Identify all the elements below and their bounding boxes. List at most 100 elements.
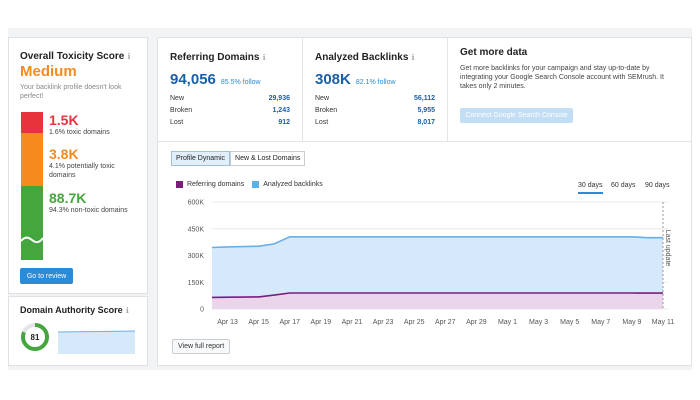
toxicity-title: Overall Toxicity Score [20,51,125,62]
referring-domains-value[interactable]: 94,056 [170,71,216,88]
non-toxic-bar [21,186,43,260]
row-label: New [170,95,185,102]
legend-referring-domains: Referring domains [187,181,245,188]
domain-authority-arc [21,323,49,351]
get-more-title: Get more data [460,47,528,58]
legend-analyzed-backlinks: Analyzed backlinks [263,181,323,188]
x-tick-label: May 5 [560,319,579,326]
x-tick-label: May 9 [622,319,641,326]
referring-domains-title: Referring Domains [170,52,260,63]
toxicity-header: Overall Toxicity Score ℹ [20,46,130,64]
row-label: Broken [170,107,193,114]
x-tick-label: Apr 13 [217,319,238,326]
toxic-level: 1.5K 1.6% toxic domains [49,112,141,137]
analyzed-backlinks-section: Analyzed Backlinks ℹ 308K 82.1% follow Ne… [302,38,447,141]
tab-profile-dynamic[interactable]: Profile Dynamic [171,151,231,166]
row-label: Broken [315,107,338,114]
info-icon[interactable]: ℹ [262,53,266,62]
domain-authority-header: Domain Authority Score ℹ [20,305,129,315]
row-value[interactable]: 912 [278,119,290,126]
x-tick-label: May 3 [529,319,548,326]
analyzed-backlinks-follow: 82.1% follow [355,79,396,86]
potentially-toxic-value: 3.8K [49,146,79,162]
x-tick-label: Apr 19 [311,319,332,326]
analyzed-backlinks-area [212,236,663,309]
row-label: Lost [315,119,329,126]
referring-domains-area [212,293,663,309]
x-tick-label: Apr 23 [373,319,394,326]
x-tick-label: Apr 15 [248,319,269,326]
potentially-toxic-level: 3.8K 4.1% potentially toxic domains [49,146,141,180]
row-label: Lost [170,119,184,126]
list-item: Lost 8,017 [315,117,435,129]
y-tick-label: 300K [188,253,205,260]
tab-new-lost-domains[interactable]: New & Lost Domains [230,151,306,166]
divider [158,141,691,142]
backlinks-chart: 0 150K 300K 450K 600K Last update Apr 13 Apr 15… [188,200,675,327]
list-item: New 29,936 [170,93,290,105]
domain-authority-panel: Domain Authority Score ℹ 81 [8,296,148,366]
info-icon[interactable]: ℹ [127,52,131,61]
x-tick-label: Apr 29 [466,319,487,326]
toxicity-panel: Overall Toxicity Score ℹ Medium Your back… [8,37,148,294]
analyzed-backlinks-value[interactable]: 308K [315,71,351,88]
row-value[interactable]: 29,936 [268,95,290,102]
x-tick-label: Apr 25 [404,319,425,326]
referring-domains-follow: 85.5% follow [220,79,261,86]
connect-gsc-button[interactable]: Connect Google Search Console [460,108,573,123]
list-item: Broken 5,955 [315,105,435,117]
x-tick-label: Apr 21 [342,319,363,326]
y-tick-label: 0 [200,307,204,314]
y-tick-label: 150K [188,280,205,287]
checkbox-referring-domains[interactable] [176,181,183,188]
go-to-review-button[interactable]: Go to review [20,268,73,284]
checkbox-analyzed-backlinks[interactable] [252,181,260,188]
toxicity-description: Your backlink profile doesn't look perfe… [20,84,122,100]
referring-domains-rows: New 29,936 Broken 1,243 Lost 912 [170,93,290,129]
y-tick-label: 450K [188,226,205,233]
range-30-days[interactable]: 30 days [578,182,603,194]
row-value[interactable]: 56,112 [413,95,435,102]
get-more-data-section: Get more data Get more backlinks for you… [447,38,693,141]
get-more-text: Get more backlinks for your campaign and… [460,65,664,90]
info-icon[interactable]: ℹ [411,53,415,62]
domain-authority-sparkline [58,330,135,354]
row-label: New [315,95,330,102]
y-tick-label: 600K [188,200,205,207]
domain-authority-score: 81 [31,333,40,342]
potentially-toxic-desc: 4.1% potentially toxic domains [49,163,115,179]
view-full-report-button[interactable]: View full report [172,339,231,354]
non-toxic-desc: 94.3% non-toxic domains [49,207,128,214]
x-tick-label: May 1 [498,319,517,326]
chart-tabs: Profile Dynamic New & Lost Domains [171,151,306,166]
last-update-label: Last update [664,230,671,267]
analyzed-backlinks-rows: New 56,112 Broken 5,955 Lost 8,017 [315,93,435,129]
analyzed-backlinks-line [211,236,663,249]
x-tick-label: Apr 27 [435,319,456,326]
non-toxic-value: 88.7K [49,190,87,206]
list-item: Lost 912 [170,117,290,129]
x-tick-label: Apr 17 [279,319,300,326]
domain-authority-title: Domain Authority Score [20,305,123,315]
list-item: Broken 1,243 [170,105,290,117]
x-tick-label: May 11 [652,319,675,326]
chart-legend: Referring domains Analyzed backlinks [176,181,323,188]
toxicity-level: Medium [20,63,77,80]
toxic-desc: 1.6% toxic domains [49,129,110,136]
analyzed-backlinks-title: Analyzed Backlinks [315,52,409,63]
row-value[interactable]: 1,243 [272,107,290,114]
row-value[interactable]: 8,017 [417,119,435,126]
backlinks-overview-panel: Referring Domains ℹ 94,056 85.5% follow N… [157,37,692,366]
range-90-days[interactable]: 90 days [645,182,670,189]
row-value[interactable]: 5,955 [417,107,435,114]
info-icon[interactable]: ℹ [125,306,129,315]
range-60-days[interactable]: 60 days [611,182,636,189]
referring-domains-line [211,292,663,299]
potentially-toxic-bar [21,133,43,186]
toxic-bar [21,112,43,133]
list-item: New 56,112 [315,93,435,105]
toxic-value: 1.5K [49,112,79,128]
domain-authority-gauge: 81 [21,323,49,351]
bar-break-icon [21,236,43,244]
referring-domains-section: Referring Domains ℹ 94,056 85.5% follow N… [158,38,302,141]
